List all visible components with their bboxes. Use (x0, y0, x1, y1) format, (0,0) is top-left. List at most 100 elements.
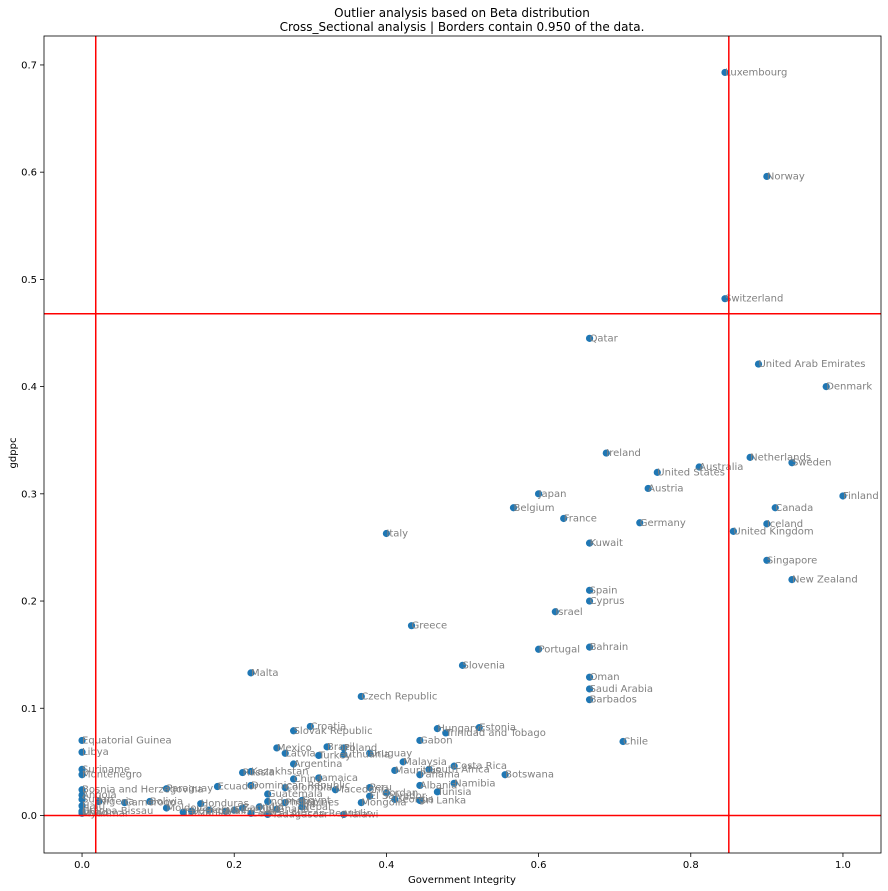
data-point (382, 789, 391, 797)
point-label: Colombia (285, 783, 332, 794)
point-label: France (564, 513, 597, 524)
y-tick-label: 0.7 (21, 60, 37, 71)
point-label: Senegal (234, 805, 274, 816)
point-label: Kazakhstan (251, 767, 309, 778)
data-point (425, 765, 433, 773)
point-label: Oman (590, 672, 620, 683)
point-label: Canada (775, 503, 813, 514)
data-point (653, 468, 661, 476)
point-label: Philippines (285, 798, 339, 809)
point-label: Israel (555, 607, 582, 618)
point-label: Sudan (82, 794, 114, 805)
data-point (78, 786, 86, 794)
y-tick-label: 0.6 (21, 168, 37, 179)
point-label: Germany (640, 518, 686, 529)
data-point (636, 519, 644, 527)
data-point (78, 765, 86, 773)
data-point (585, 696, 594, 704)
point-label: Haiti (82, 801, 105, 812)
point-label: China (294, 774, 323, 785)
point-label: Namibia (454, 778, 495, 789)
data-point (534, 490, 543, 498)
point-label: Bosnia and Herzegovina (82, 785, 203, 796)
data-point (391, 795, 399, 803)
point-label: Central African Republic (251, 808, 371, 819)
x-tick-label: 0.6 (531, 860, 547, 871)
point-label: Indonesia (268, 797, 316, 808)
point-labels-layer: Luxembourg Norway Switzerland Qatar United A… (82, 67, 879, 820)
data-point (289, 727, 298, 735)
data-point (273, 744, 281, 752)
data-point (357, 799, 365, 807)
point-label: Czech Republic (361, 691, 437, 702)
x-tick-label: 0.8 (683, 860, 699, 871)
data-point (331, 786, 340, 794)
data-point (146, 797, 154, 806)
data-point (247, 767, 255, 776)
point-label: South Africa (429, 764, 490, 775)
point-label: Tunisia (436, 787, 471, 798)
point-label: Cameroon (125, 798, 176, 809)
point-label: Sweden (792, 458, 832, 469)
point-label: Slovenia (463, 660, 506, 671)
point-label: Switzerland (725, 294, 783, 305)
point-label: Zambia (243, 803, 281, 814)
data-point (366, 783, 374, 792)
data-point (585, 586, 594, 594)
data-point (416, 736, 424, 745)
data-point (188, 807, 196, 815)
outlier-borders (44, 36, 881, 853)
point-label: Guinea-Bissau (82, 806, 153, 817)
point-label: Norway (767, 171, 805, 182)
point-label: Sri Lanka (420, 795, 466, 806)
point-label: Finland (843, 491, 879, 502)
point-label: Dominican Republic (251, 780, 350, 791)
data-point (754, 360, 763, 368)
point-label: Chile (623, 736, 648, 747)
data-point (721, 295, 729, 303)
point-label: Panama (420, 770, 460, 781)
data-point (763, 520, 771, 528)
point-label: Malta (251, 668, 279, 679)
point-label: Iceland (767, 519, 803, 530)
data-point (729, 527, 737, 535)
point-label: United Arab Emirates (758, 359, 865, 370)
point-label: Barbados (590, 695, 637, 706)
y-tick-label: 0.0 (21, 811, 37, 822)
point-label: Montenegro (82, 770, 142, 781)
point-label: Argentina (294, 759, 343, 770)
point-label: Russia (243, 768, 275, 779)
point-label: Estonia (479, 723, 516, 734)
data-point (416, 796, 424, 805)
data-point (306, 722, 314, 731)
data-point (205, 806, 213, 814)
data-point (340, 744, 348, 752)
data-point (458, 661, 467, 669)
point-label: Moldova (167, 803, 209, 814)
data-point (560, 514, 568, 523)
point-label: Luxembourg (725, 67, 787, 78)
point-label: Gabon (420, 735, 453, 746)
y-tick-label: 0.2 (21, 597, 37, 608)
data-point (340, 750, 348, 758)
point-label: Nepal (302, 802, 331, 813)
data-point (585, 597, 594, 605)
data-point (551, 608, 559, 616)
data-point (213, 782, 222, 791)
point-label: Bahrain (590, 642, 629, 653)
point-label: Slovak Republic (294, 726, 373, 737)
y-tick-label: 0.5 (21, 275, 37, 286)
data-point (585, 539, 594, 547)
data-point (222, 807, 230, 815)
point-label: Uganda (192, 806, 231, 817)
data-point (788, 575, 796, 584)
data-point (273, 805, 281, 813)
point-label: Costa Rica (454, 761, 507, 772)
data-point (721, 68, 729, 77)
point-label: Mali (226, 806, 246, 817)
point-label: Macedonia (335, 785, 389, 796)
data-point (771, 504, 779, 512)
data-point (264, 797, 272, 806)
point-label: Cyprus (590, 596, 625, 607)
